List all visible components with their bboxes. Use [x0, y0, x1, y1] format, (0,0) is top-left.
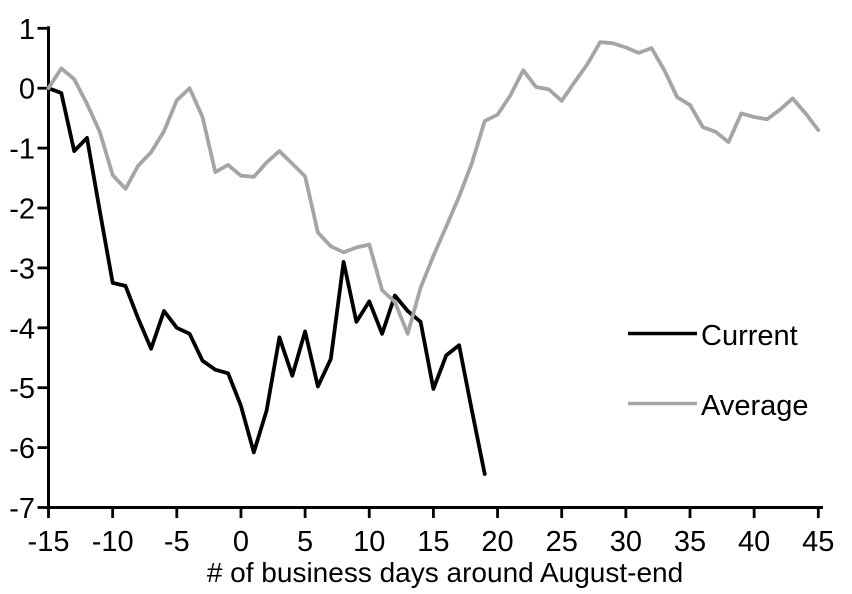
x-tick-label: -5: [164, 526, 190, 558]
x-axis-title: # of business days around August-end: [207, 557, 683, 588]
y-tick-label: -6: [9, 433, 35, 465]
x-tick-label: 10: [353, 526, 385, 558]
x-tick-label: 35: [674, 526, 706, 558]
y-tick-label: -5: [9, 373, 35, 405]
legend: Current Average: [628, 320, 809, 422]
y-tick-label: -1: [9, 134, 35, 166]
x-tick-label: 5: [297, 526, 313, 558]
series-line-current: [46, 86, 487, 476]
x-tick-label: 25: [546, 526, 578, 558]
series-line-average: [46, 40, 821, 336]
y-tick-label: -3: [9, 253, 35, 285]
x-tick-label: 45: [802, 526, 834, 558]
x-tick-label: 30: [610, 526, 642, 558]
x-tick-label: 0: [233, 526, 249, 558]
y-tick-label: 0: [19, 74, 35, 106]
x-tick-label: 40: [738, 526, 770, 558]
legend-label-current: Current: [701, 320, 798, 352]
y-tick-label: -2: [9, 194, 35, 226]
x-tick-label: -10: [92, 526, 134, 558]
y-tick-label: 1: [19, 14, 35, 46]
y-tick-label: -4: [9, 313, 35, 345]
axes-layer: 10-1-2-3-4-5-6-7-15 -10 -5 0 5 10 15 20 25 30 35 40…: [9, 14, 834, 558]
y-tick-label: -7: [9, 493, 35, 525]
series-layer: [46, 40, 821, 476]
legend-label-average: Average: [701, 390, 809, 422]
x-tick-label: 15: [417, 526, 449, 558]
x-tick-label: 20: [481, 526, 513, 558]
x-tick-label: -15: [28, 526, 70, 558]
